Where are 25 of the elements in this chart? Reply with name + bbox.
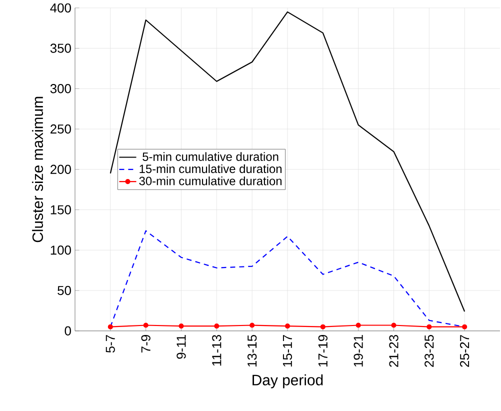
legend-label: 30-min cumulative duration [139, 176, 282, 186]
x-axis-title: Day period [252, 374, 323, 388]
x-tick-label: 11-13 [212, 335, 222, 366]
y-tick-label: 0 [64, 326, 71, 336]
legend-label: 5-min cumulative duration [142, 152, 278, 161]
x-tick-label: 25-27 [460, 335, 470, 367]
y-axis-title: Cluster size maximum [32, 96, 44, 242]
y-tick-label: 50 [58, 286, 71, 296]
legend-label: 15-min cumulative duration [140, 164, 282, 174]
y-tick-label: 400 [50, 3, 71, 13]
x-tick-label: 7-9 [141, 335, 150, 353]
y-tick-label: 350 [50, 44, 71, 53]
x-tick-label: 21-23 [389, 335, 398, 367]
x-tick-label: 19-21 [354, 335, 363, 367]
y-tick-label: 300 [50, 84, 71, 94]
y-tick-label: 100 [50, 246, 71, 255]
y-tick-label: 200 [50, 164, 71, 174]
x-tick-label: 17-19 [318, 335, 328, 367]
x-tick-label: 9-11 [176, 335, 186, 359]
x-tick-label: 5-7 [106, 335, 115, 353]
x-tick-label: 23-25 [424, 335, 434, 367]
y-tick-label: 250 [50, 124, 71, 134]
y-tick-label: 150 [50, 205, 71, 214]
x-tick-label: 13-15 [247, 335, 257, 367]
x-tick-label: 15-17 [282, 335, 292, 367]
